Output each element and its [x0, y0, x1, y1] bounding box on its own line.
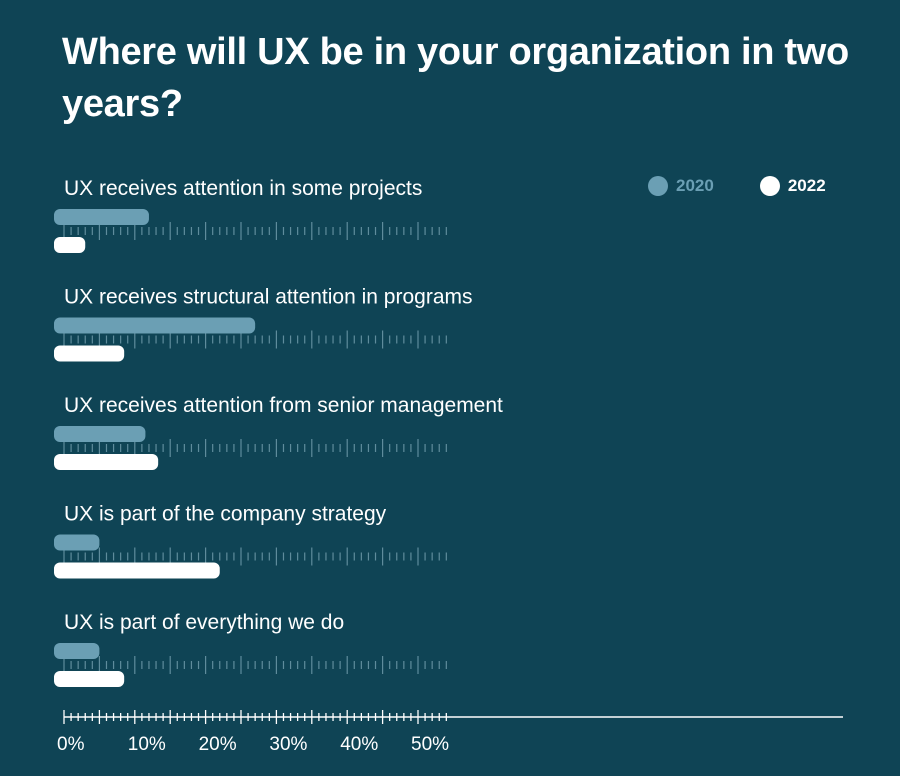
legend-swatch-2020	[648, 176, 668, 196]
bar-2022	[54, 671, 125, 687]
legend-swatch-2022	[759, 176, 780, 196]
bar-2020	[54, 317, 256, 334]
x-tick-label: 40%	[340, 734, 378, 755]
x-tick-label: 20%	[199, 734, 237, 755]
x-tick-label: 50%	[411, 734, 449, 755]
legend-label-2022: 2022	[787, 176, 826, 195]
category-label: UX receives attention in some projects	[64, 177, 422, 200]
bar-2020	[54, 209, 149, 225]
bar-2020	[54, 643, 100, 659]
category-label: UX is part of everything we do	[64, 611, 344, 634]
x-tick-label: 10%	[128, 734, 166, 755]
bar-2022	[54, 454, 159, 470]
bar-2022	[54, 345, 125, 362]
legend-item-2020: 2020	[648, 176, 714, 196]
category-label: UX is part of the company strategy	[64, 503, 387, 526]
x-tick-label: 30%	[269, 734, 307, 755]
legend: 2020 2022	[648, 176, 826, 196]
category-label: UX receives structural attention in prog…	[64, 286, 473, 309]
bar-2022	[54, 562, 220, 579]
chart-title: Where will UX be in your organization in…	[62, 31, 849, 125]
bar-2020	[54, 426, 146, 442]
legend-item-2022: 2022	[759, 176, 826, 196]
bar-2020	[54, 534, 100, 551]
bar-2022	[54, 237, 86, 253]
x-tick-label: 0%	[57, 734, 85, 755]
legend-label-2020: 2020	[676, 176, 714, 195]
category-label: UX receives attention from senior manage…	[64, 394, 503, 417]
